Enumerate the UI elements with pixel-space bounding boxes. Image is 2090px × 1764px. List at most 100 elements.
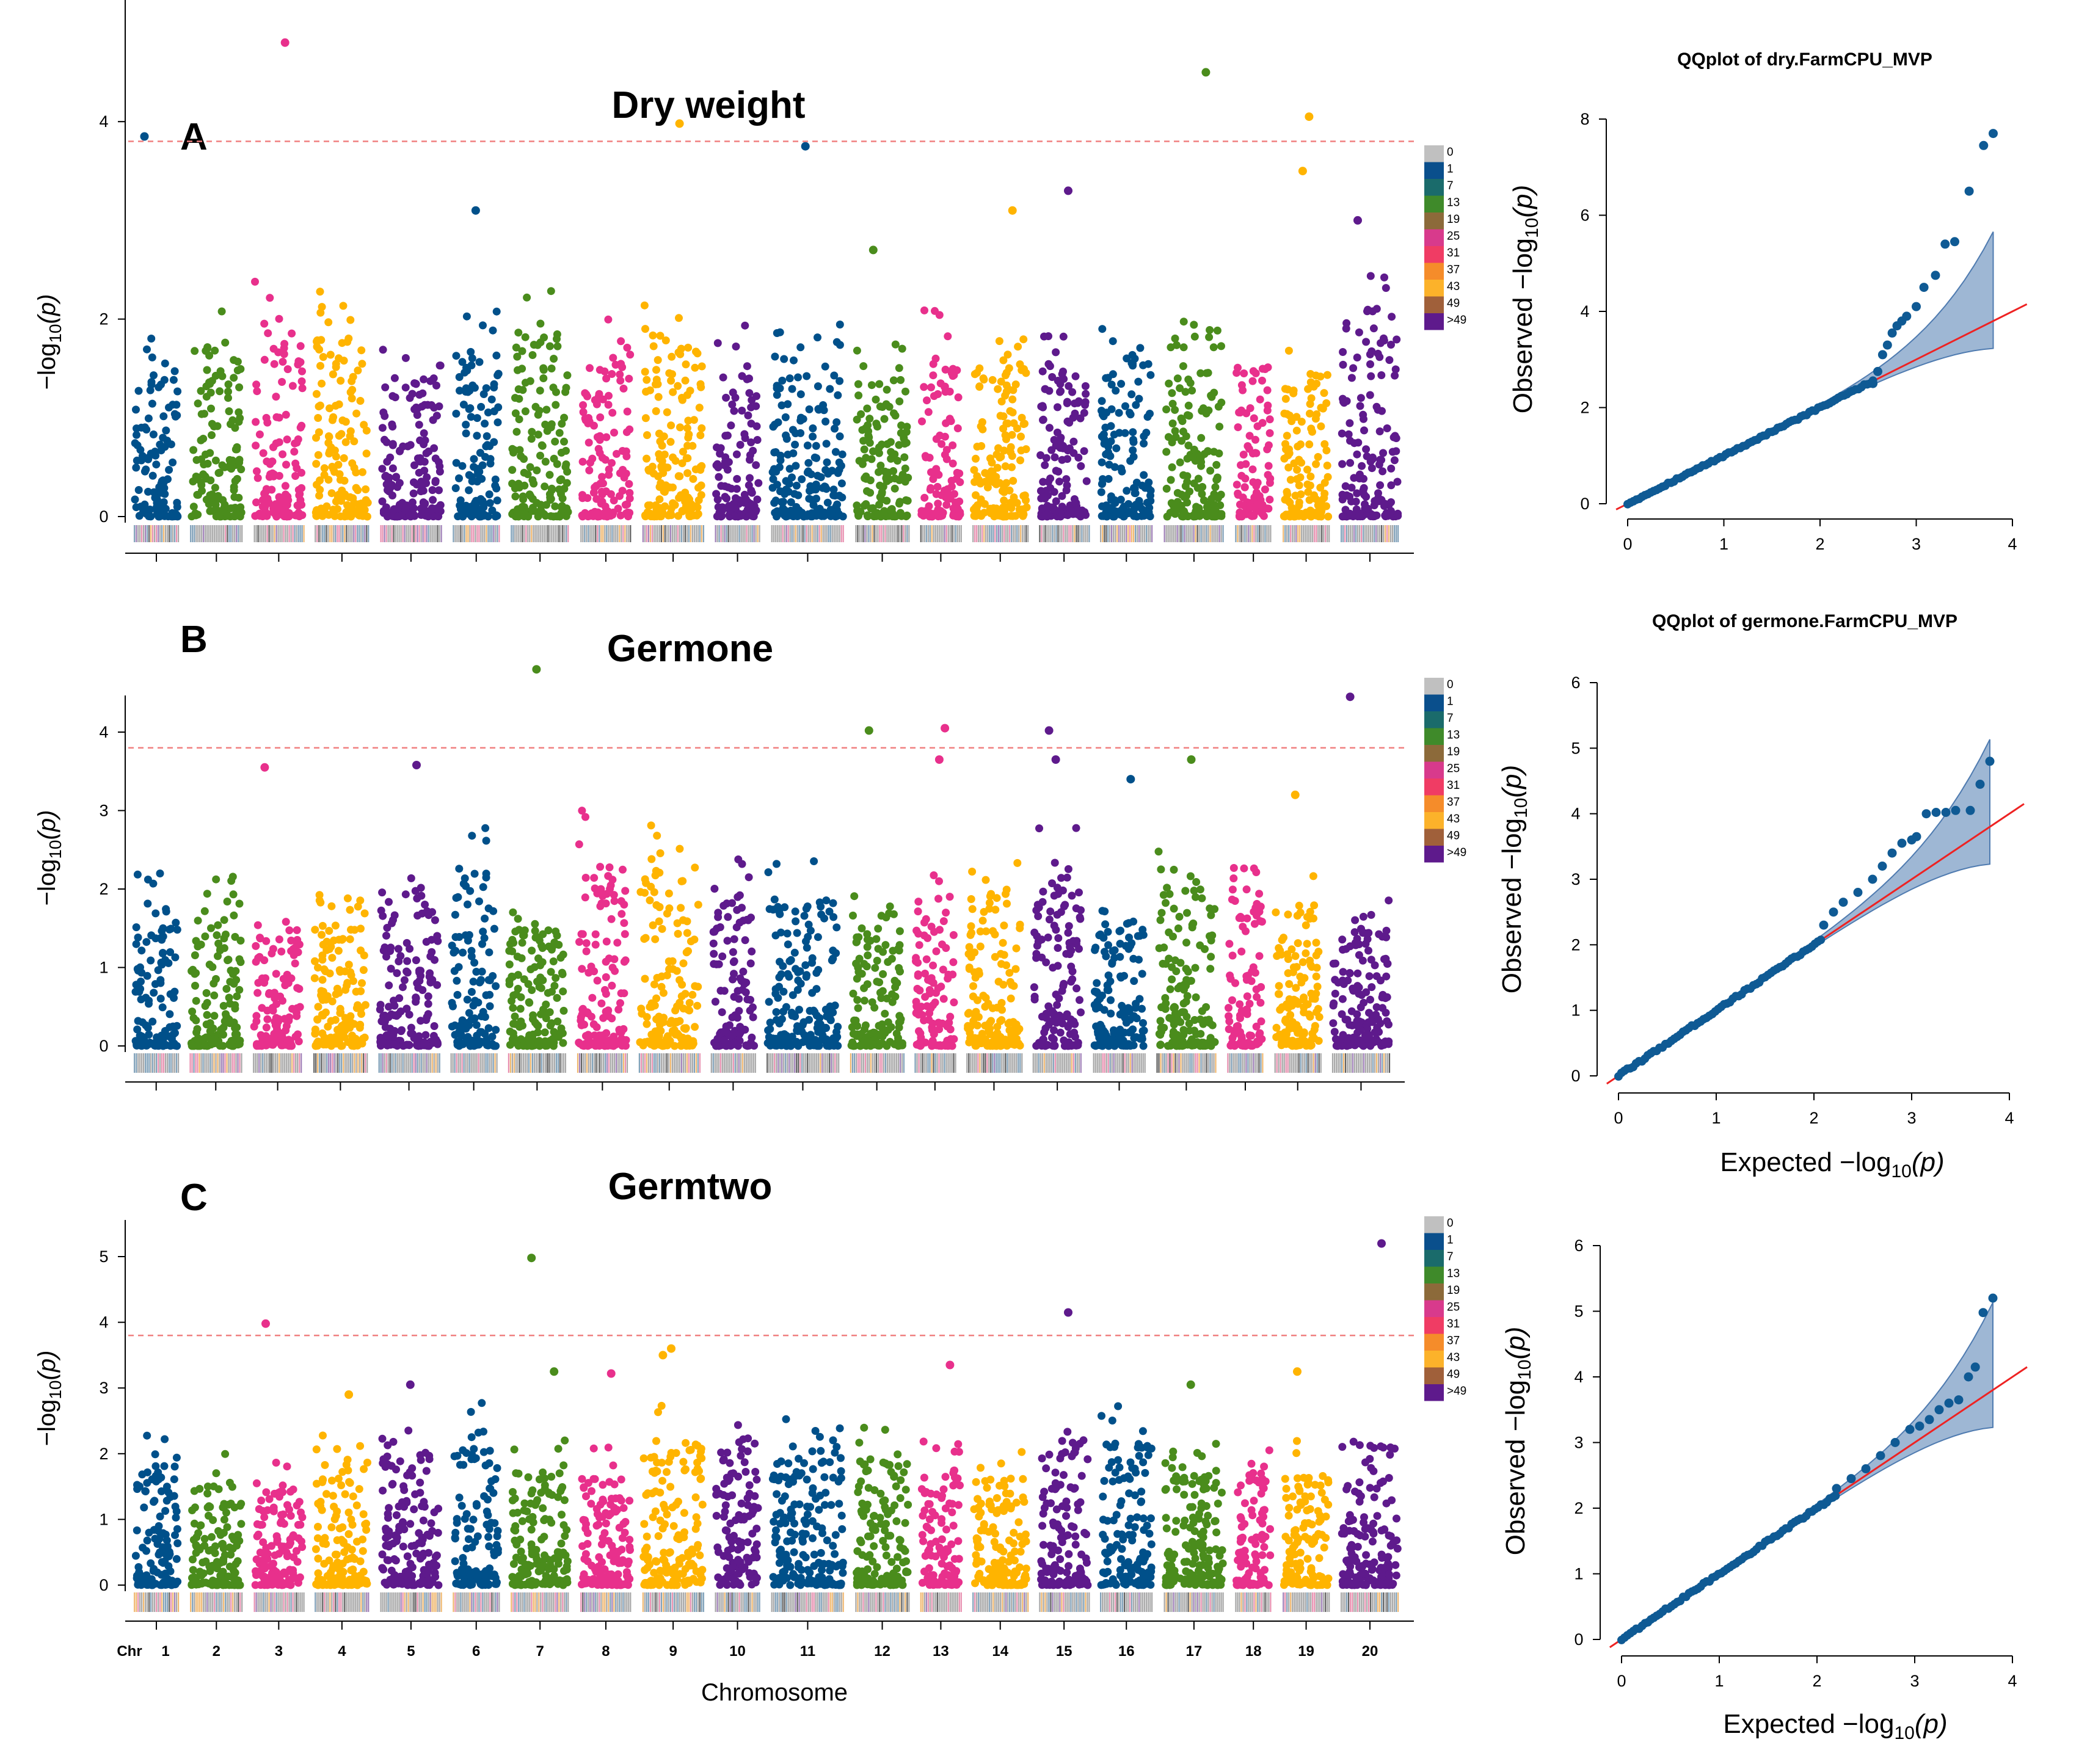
density-cell [407, 1053, 409, 1073]
snp-point [430, 1022, 439, 1030]
snp-point [131, 495, 139, 504]
snp-point [667, 377, 675, 385]
density-cell [1063, 525, 1065, 542]
snp-point [235, 985, 244, 994]
snp-point [1308, 427, 1316, 436]
density-cell [791, 525, 793, 542]
density-cell [547, 525, 549, 542]
density-cell [351, 525, 353, 542]
peak-snp-chr19 [1298, 167, 1307, 176]
snp-point [155, 1042, 163, 1050]
snp-point [527, 435, 536, 443]
snp-point [188, 1007, 197, 1016]
snp-point [858, 426, 867, 434]
snp-point [544, 989, 552, 997]
snp-point [592, 1023, 601, 1031]
density-cell [219, 525, 221, 542]
snp-point [602, 973, 610, 981]
snp-point [1353, 354, 1361, 361]
density-cell [584, 525, 586, 542]
density-cell [134, 1053, 136, 1073]
snp-point [1250, 512, 1258, 520]
chromosome-4-density-strip [315, 525, 370, 542]
density-cell [476, 1053, 478, 1073]
density-cell [299, 525, 301, 542]
snp-point [695, 404, 704, 412]
snp-point [288, 329, 296, 338]
snp-point [697, 362, 706, 371]
density-cell [806, 525, 807, 542]
chromosome-10-density-strip [715, 525, 760, 542]
snp-point [1022, 445, 1030, 454]
snp-point [453, 990, 462, 999]
snp-point [606, 885, 614, 893]
snp-point [385, 898, 393, 906]
density-cell [546, 1053, 548, 1073]
snp-point [346, 906, 354, 914]
density-cell [148, 525, 150, 542]
snp-point [895, 397, 904, 405]
snp-point [236, 512, 244, 521]
snp-point [352, 468, 360, 477]
snp-point [1099, 412, 1108, 421]
snp-point [625, 374, 633, 383]
snp-point [312, 390, 321, 398]
snp-point [485, 948, 493, 957]
peak-snp-chr6 [471, 206, 480, 215]
snp-point [468, 832, 476, 840]
density-cell [319, 1053, 321, 1073]
snp-point [253, 387, 261, 396]
density-cell [268, 525, 270, 542]
snp-point [563, 504, 571, 513]
density-cell [589, 1053, 592, 1073]
snp-point [521, 333, 530, 341]
snp-point [477, 976, 485, 984]
snp-point [647, 821, 655, 830]
snp-point [791, 440, 799, 449]
snp-point [609, 354, 617, 362]
snp-point [898, 344, 906, 353]
density-cell [277, 525, 279, 542]
snp-point [1349, 364, 1358, 372]
snp-point [676, 350, 685, 358]
snp-point [468, 381, 477, 390]
snp-point [625, 488, 634, 497]
legend-swatch [1424, 212, 1444, 230]
density-cell [262, 1053, 264, 1073]
snp-point [605, 863, 614, 871]
density-cell [744, 525, 746, 542]
snp-point [691, 863, 699, 872]
density-cell [524, 1053, 526, 1073]
density-cell [542, 1053, 544, 1073]
snp-point [406, 394, 414, 402]
density-cell [646, 525, 647, 542]
snp-point [1110, 430, 1118, 439]
snp-point [613, 938, 622, 947]
snp-point [1102, 374, 1110, 382]
snp-point [1367, 464, 1376, 473]
density-cell [996, 525, 998, 542]
snp-point [310, 974, 319, 982]
legend-label: 7 [1447, 180, 1454, 192]
snp-point [1008, 395, 1017, 404]
snp-point [260, 979, 269, 987]
snp-point [153, 503, 161, 512]
chromosome-6-points [451, 307, 503, 521]
snp-point [298, 367, 306, 376]
density-cell [811, 525, 813, 542]
snp-point [491, 475, 500, 484]
snp-point [1339, 397, 1347, 406]
snp-point [538, 944, 547, 953]
snp-point [691, 363, 699, 372]
snp-point [949, 365, 957, 373]
snp-point [721, 432, 730, 440]
density-cell [292, 525, 294, 542]
snp-point [1049, 503, 1057, 512]
snp-point [619, 466, 627, 474]
snp-point [1176, 458, 1184, 466]
density-cell [1374, 525, 1375, 542]
density-cell [953, 525, 955, 542]
density-cell [677, 525, 679, 542]
snp-point [519, 931, 527, 940]
snp-point [378, 465, 387, 473]
